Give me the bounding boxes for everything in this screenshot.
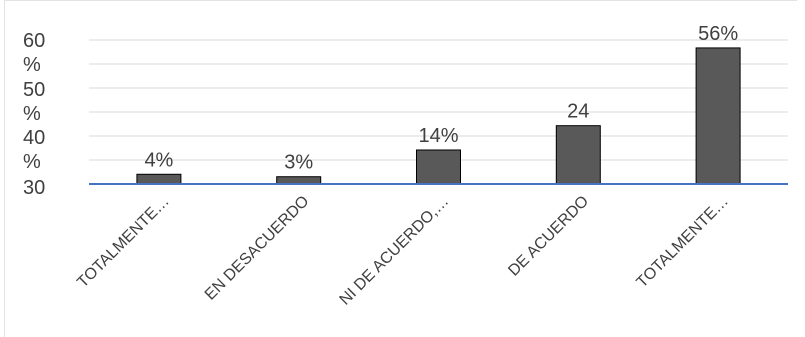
x-tick-label: TOTALMENTE… [634,193,732,291]
x-tick-label: TOTALMENTE… [74,193,172,291]
y-tick-label: 60 [23,30,45,52]
y-tick-label: 40 [23,127,45,149]
x-tick-label: EN DESACUERDO [202,193,313,304]
bar [276,176,322,185]
bar [136,173,182,185]
data-label: 56% [698,23,738,45]
y-tick-label: 50 [23,79,45,101]
x-tick-label: NI DE ACUERDO,… [337,193,453,309]
data-label: 14% [418,125,458,147]
x-tick-label: DE ACUERDO [505,193,592,280]
y-tick-unit: % [23,151,41,173]
data-label: 24 [567,101,589,123]
bar [416,149,461,185]
data-label: 4% [144,149,173,171]
y-tick-label: 30 [23,177,45,199]
y-tick-unit: % [23,54,41,76]
bar [695,47,741,185]
data-label: 3% [284,152,313,174]
y-tick-unit: % [23,103,41,125]
bar [555,125,601,185]
